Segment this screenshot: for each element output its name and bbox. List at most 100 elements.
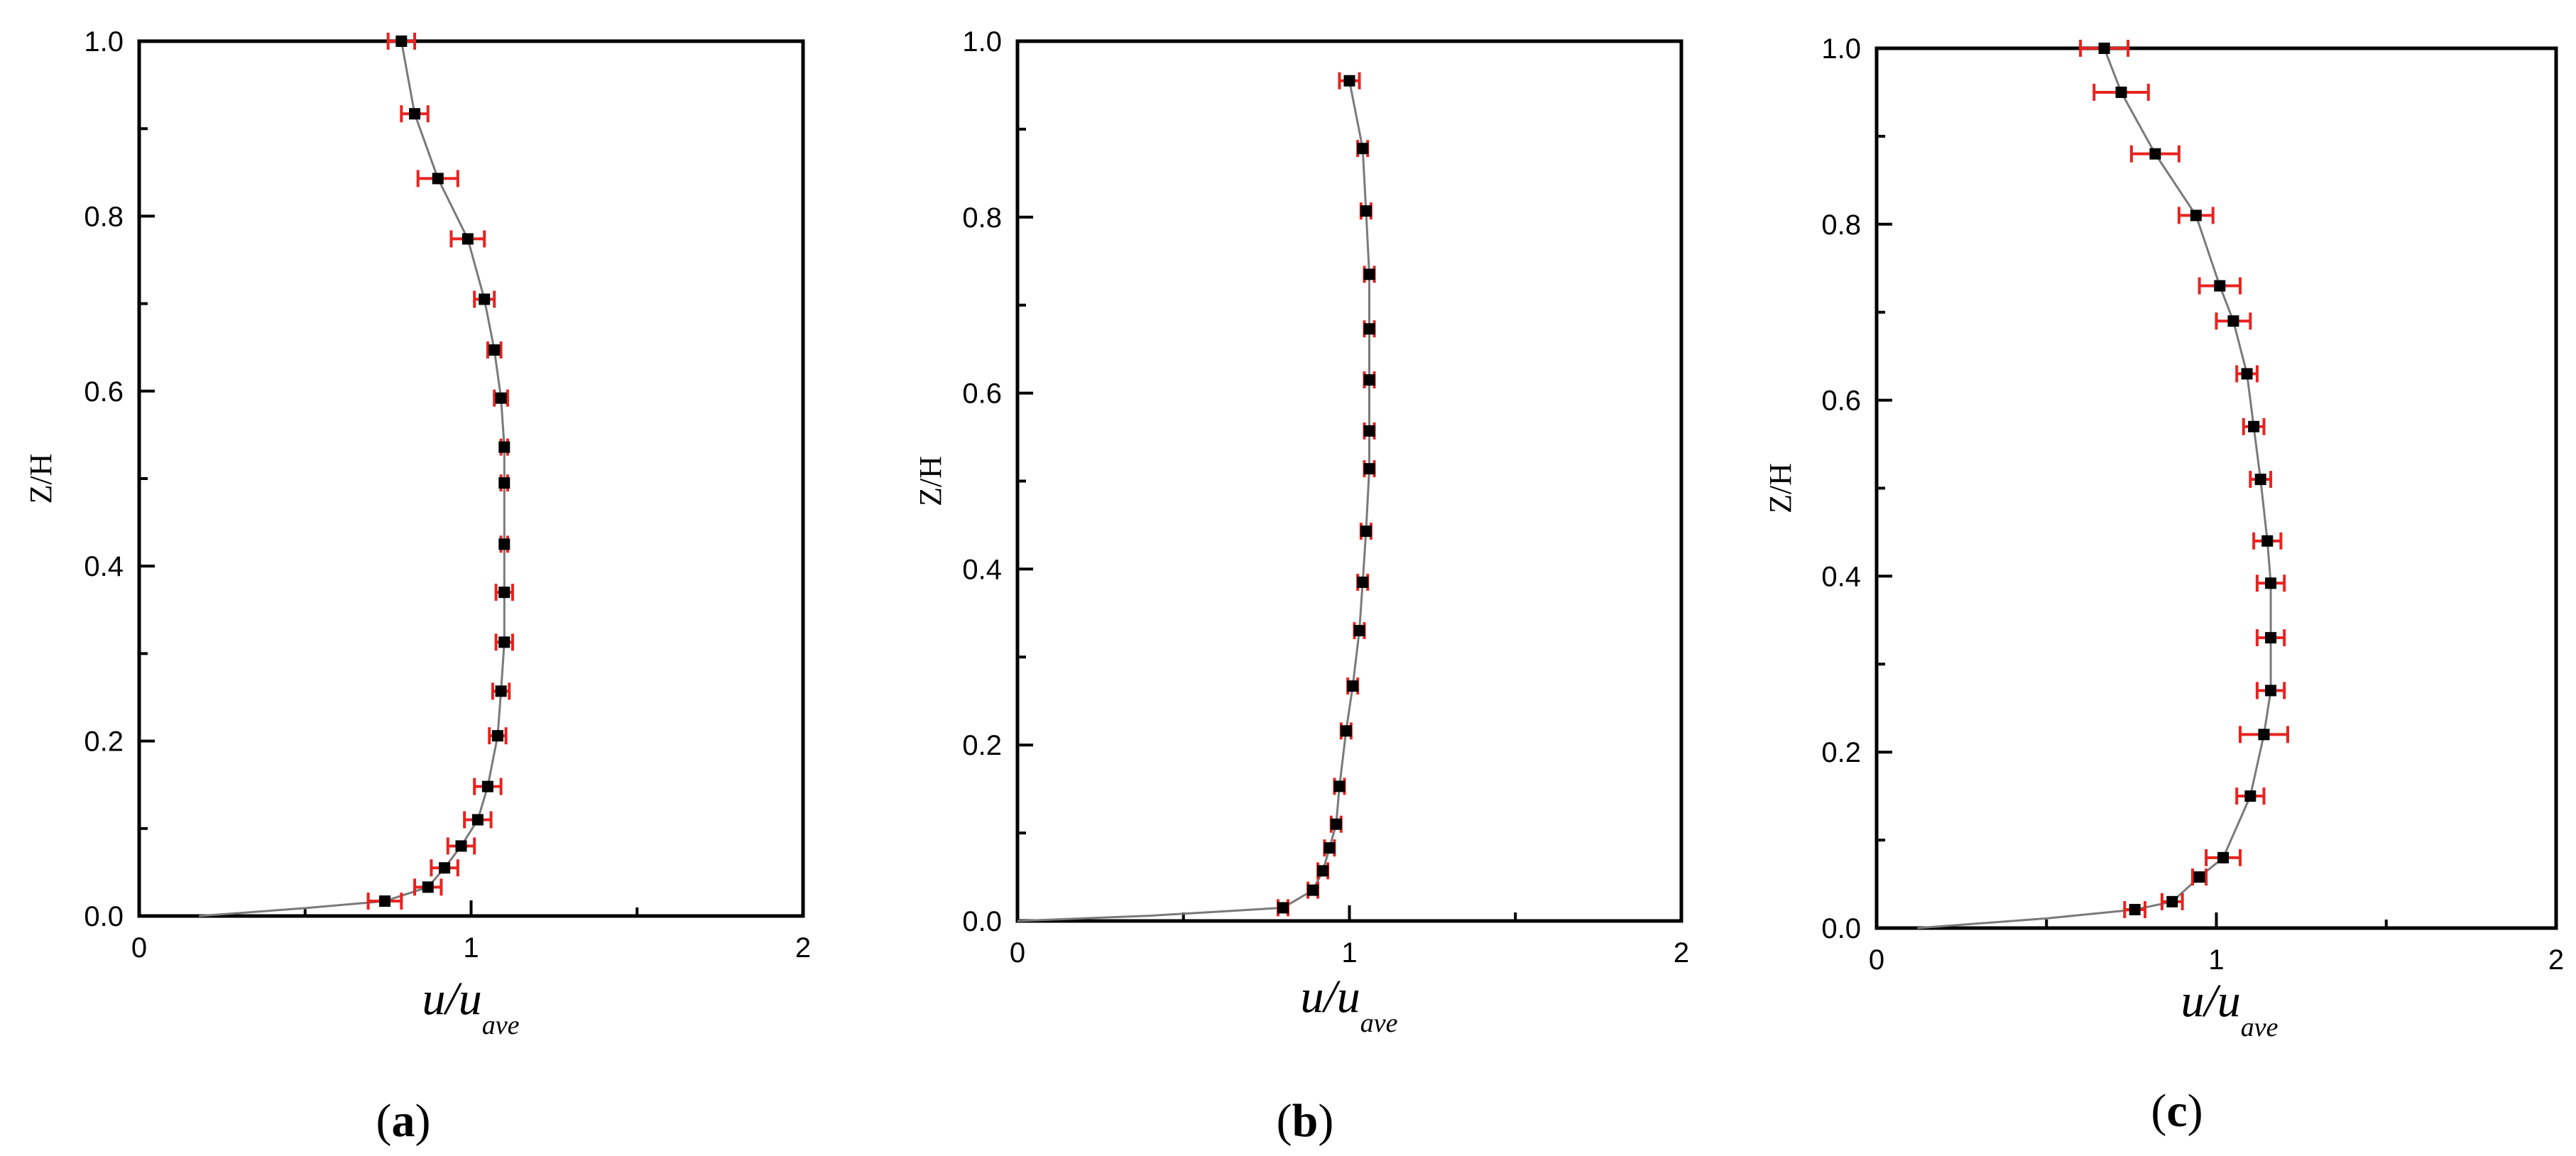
data-point-marker xyxy=(498,587,511,599)
data-point-marker xyxy=(462,233,474,245)
data-point-marker xyxy=(378,895,391,907)
x-axis-label: u/uave xyxy=(422,973,519,1040)
x-axis-label-subscript: ave xyxy=(2241,1013,2278,1042)
data-point-marker xyxy=(495,685,507,697)
data-point-marker xyxy=(1324,842,1336,854)
data-point-marker xyxy=(498,477,511,489)
data-point-marker xyxy=(498,636,511,648)
data-point-marker xyxy=(491,730,503,742)
data-point-marker xyxy=(2098,43,2110,54)
x-axis-label-main: u/u xyxy=(422,973,481,1025)
chart-panel-b: 0.0 0.2 0.4 0.6 0.8 1.0 0 1 2 Z/H u/uave (b) xyxy=(913,26,1689,1147)
data-point-marker xyxy=(489,344,501,356)
data-point-marker xyxy=(1360,205,1372,217)
data-point-marker xyxy=(1363,268,1375,280)
y-tick-label: 1.0 xyxy=(84,26,124,58)
x-axis-label-main: u/u xyxy=(1300,971,1360,1023)
data-point-marker xyxy=(2217,851,2230,863)
y-tick-label: 0.2 xyxy=(1821,737,1861,768)
y-tick-label: 0.6 xyxy=(962,378,1002,410)
data-point-marker xyxy=(1330,818,1342,830)
panel-label-close: ) xyxy=(415,1095,431,1147)
data-point-marker xyxy=(2265,685,2277,697)
data-point-marker xyxy=(2227,315,2239,327)
panel-label-open: ( xyxy=(1277,1095,1292,1147)
y-tick-label: 0.4 xyxy=(84,551,124,582)
data-point-marker xyxy=(498,441,511,453)
panel-label-open: ( xyxy=(2151,1085,2166,1137)
panel-label: (b) xyxy=(1277,1095,1334,1147)
y-axis-label: Z/H xyxy=(913,456,948,506)
x-tick-label: 1 xyxy=(1341,937,1357,969)
panel-label-letter: a xyxy=(392,1095,415,1147)
data-point-marker xyxy=(1343,75,1355,87)
y-tick-label: 0.8 xyxy=(84,201,124,232)
data-point-marker xyxy=(1363,425,1375,437)
panel-label-letter: b xyxy=(1292,1095,1319,1147)
y-tick-label: 1.0 xyxy=(962,26,1002,58)
data-point-marker xyxy=(495,392,507,404)
profile-line xyxy=(1017,80,1370,922)
y-tick-label: 0.4 xyxy=(962,554,1002,585)
x-tick-label: 0 xyxy=(131,932,147,964)
data-point-marker xyxy=(1317,865,1329,877)
data-point-marker xyxy=(2190,209,2202,222)
x-tick-label: 0 xyxy=(1869,944,1884,976)
y-tick-label: 0.4 xyxy=(1821,561,1861,592)
x-tick-label: 2 xyxy=(1674,937,1689,969)
panel-label: (c) xyxy=(2151,1085,2203,1137)
x-axis-label: u/uave xyxy=(1300,971,1397,1038)
panel-label-close: ) xyxy=(2188,1085,2203,1137)
y-tick-label: 0.6 xyxy=(1821,386,1861,417)
data-point-marker xyxy=(498,538,511,550)
y-tick-label: 0.8 xyxy=(1821,209,1861,241)
data-point-marker xyxy=(481,780,493,792)
data-point-marker xyxy=(2193,871,2205,883)
data-point-marker xyxy=(2265,632,2277,644)
x-axis-label-subscript: ave xyxy=(1360,1008,1398,1038)
plot-frame xyxy=(1874,46,2558,930)
x-tick-label: 2 xyxy=(2548,944,2564,976)
profile-line xyxy=(198,40,506,917)
data-point-marker xyxy=(1357,143,1369,155)
data-point-marker xyxy=(395,36,408,47)
x-axis-label-subscript: ave xyxy=(482,1010,520,1040)
y-tick-label: 0.8 xyxy=(962,202,1002,234)
data-point-marker xyxy=(2241,368,2253,380)
data-point-marker xyxy=(2149,148,2161,160)
data-point-marker xyxy=(1307,884,1319,896)
panel-label-close: ) xyxy=(1318,1095,1333,1147)
y-tick-label: 0.0 xyxy=(1821,913,1861,944)
data-point-marker xyxy=(439,862,451,874)
x-tick-label: 1 xyxy=(2208,944,2224,976)
data-point-marker xyxy=(2166,895,2178,907)
data-point-marker xyxy=(2254,474,2266,486)
data-point-marker xyxy=(1357,576,1369,588)
panel-label-open: ( xyxy=(376,1095,392,1147)
chart-panel-c: 0.0 0.2 0.4 0.6 0.8 1.0 0 1 2 Z/H u/uave (c) xyxy=(1763,33,2564,1137)
data-point-marker xyxy=(479,293,491,305)
x-tick-label: 2 xyxy=(795,932,811,964)
y-tick-label: 0.2 xyxy=(962,730,1002,761)
y-tick-label: 0.0 xyxy=(84,901,124,932)
data-point-marker xyxy=(422,881,434,893)
y-tick-label: 0.2 xyxy=(84,726,124,758)
data-point-marker xyxy=(2261,535,2274,547)
data-point-marker xyxy=(1353,625,1365,637)
data-point-marker xyxy=(409,108,421,120)
data-point-marker xyxy=(1363,374,1375,386)
plot-frame xyxy=(137,39,805,918)
panel-label-letter: c xyxy=(2166,1085,2187,1137)
data-point-marker xyxy=(1277,902,1289,914)
panel-label: (a) xyxy=(376,1095,431,1147)
data-point-marker xyxy=(2115,86,2127,98)
data-point-marker xyxy=(1363,463,1375,475)
plot-frame xyxy=(1015,39,1683,923)
data-point-marker xyxy=(2244,790,2256,802)
data-point-marker xyxy=(2214,280,2226,292)
data-point-marker xyxy=(432,173,444,185)
y-tick-label: 0.0 xyxy=(962,906,1002,937)
y-tick-label: 1.0 xyxy=(1821,33,1861,65)
profile-line xyxy=(1917,48,2272,929)
